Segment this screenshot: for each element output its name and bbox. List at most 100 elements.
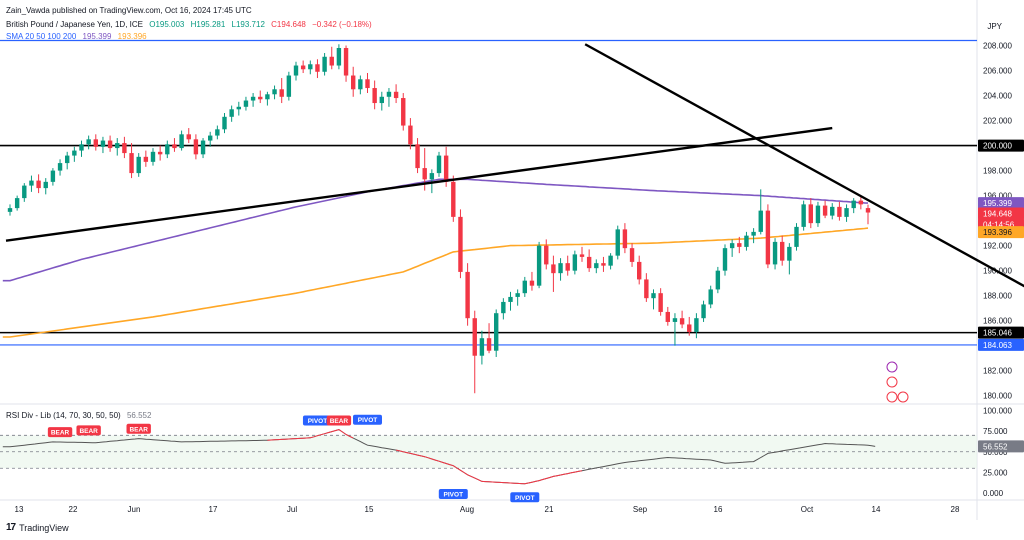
candle	[758, 189, 763, 235]
rsi-signal-label: BEAR	[126, 423, 151, 434]
candle	[451, 175, 456, 222]
candle	[801, 200, 806, 231]
time-tick-label: Aug	[460, 505, 474, 514]
candle	[722, 244, 728, 276]
candle	[458, 209, 463, 279]
candle-body	[787, 246, 792, 261]
candle-body	[815, 205, 821, 224]
candle	[579, 246, 585, 262]
candle-body	[644, 279, 649, 299]
currency-label[interactable]: JPY	[987, 22, 1002, 31]
candle	[508, 291, 513, 311]
rsi-tick-label: 25.000	[983, 468, 1008, 477]
candle	[694, 313, 699, 339]
event-icon	[886, 376, 898, 388]
time-tick-label: Jul	[287, 505, 297, 514]
price-tag-background	[978, 326, 1024, 339]
candle	[565, 255, 570, 276]
candle-body	[65, 155, 70, 164]
candle-body	[579, 254, 585, 257]
candle	[536, 241, 542, 289]
candle	[837, 201, 842, 221]
candle	[229, 105, 234, 122]
candle	[236, 101, 241, 116]
candle-body	[79, 144, 84, 151]
candle-body	[72, 150, 77, 156]
candle-body	[179, 134, 184, 149]
candle-body	[115, 143, 120, 149]
candle	[772, 238, 778, 270]
alert-icon	[886, 361, 898, 373]
price-tick-label: 182.000	[983, 367, 1012, 376]
candle	[644, 273, 649, 302]
time-tick-label: Oct	[801, 505, 814, 514]
candle	[615, 225, 620, 260]
price-tag-label: 04:14:56	[983, 221, 1015, 230]
price-tick-label: 192.000	[983, 242, 1012, 251]
candle-body	[57, 163, 63, 171]
candle	[343, 45, 349, 82]
candle	[179, 130, 184, 151]
candle-body	[479, 338, 485, 356]
candle-body	[408, 125, 413, 145]
candle-body	[729, 243, 735, 249]
candle-body	[50, 170, 56, 182]
sma-label: SMA 20 50 100 200	[6, 32, 77, 41]
low-value: L193.712	[231, 20, 265, 29]
candle	[558, 258, 563, 281]
time-tick-label: 13	[15, 505, 24, 514]
candle	[272, 85, 277, 100]
candle	[300, 60, 306, 74]
candle-body	[522, 280, 527, 294]
candle-body	[679, 318, 685, 325]
candle	[329, 46, 334, 70]
candle	[851, 198, 856, 214]
candle-body	[243, 100, 249, 107]
candle	[315, 59, 320, 79]
candle	[808, 198, 813, 229]
candle	[415, 138, 420, 174]
candle	[465, 263, 470, 326]
candle-body	[157, 151, 163, 155]
candle-body	[351, 75, 356, 90]
rsi-signal-background	[302, 415, 332, 426]
sma-legend[interactable]: SMA 20 50 100 200 195.399 193.396	[6, 32, 151, 41]
candle-body	[215, 129, 220, 136]
candle	[200, 138, 206, 159]
candle-body	[43, 181, 48, 189]
candle	[401, 93, 406, 131]
rsi-legend[interactable]: RSI Div - Lib (14, 70, 30, 50, 50) 56.55…	[6, 411, 155, 420]
candle	[36, 174, 41, 194]
rsi-signal-text: PIVOT	[444, 492, 464, 499]
candle	[737, 236, 742, 254]
symbol-legend[interactable]: British Pound / Japanese Yen, 1D, ICE O1…	[6, 20, 376, 29]
candle-body	[701, 304, 706, 319]
candle-body	[429, 173, 435, 180]
time-tick-label: Jun	[128, 505, 141, 514]
candle	[780, 235, 785, 266]
candle	[501, 298, 506, 320]
candle	[715, 266, 721, 294]
candle	[50, 168, 56, 186]
price-tick-label: 196.000	[983, 192, 1012, 201]
tradingview-logo-icon: 17	[6, 522, 16, 533]
candle	[208, 131, 213, 147]
candle-body	[93, 139, 98, 147]
candle-body	[222, 116, 227, 130]
open-value: O195.003	[149, 20, 185, 29]
rsi-signal-background	[353, 414, 382, 425]
candle-body	[250, 96, 256, 101]
candle-body	[165, 144, 170, 155]
trendline	[584, 43, 1024, 288]
candle-body	[637, 261, 642, 280]
candle	[429, 169, 435, 194]
rsi-tick-label: 75.000	[983, 427, 1008, 436]
candle	[7, 204, 13, 216]
candle-body	[172, 144, 177, 149]
candle-body	[708, 289, 713, 305]
price-tag-background	[978, 139, 1024, 152]
candle-body	[129, 153, 134, 174]
candle	[830, 203, 835, 220]
price-tick-label: 190.000	[983, 267, 1012, 276]
